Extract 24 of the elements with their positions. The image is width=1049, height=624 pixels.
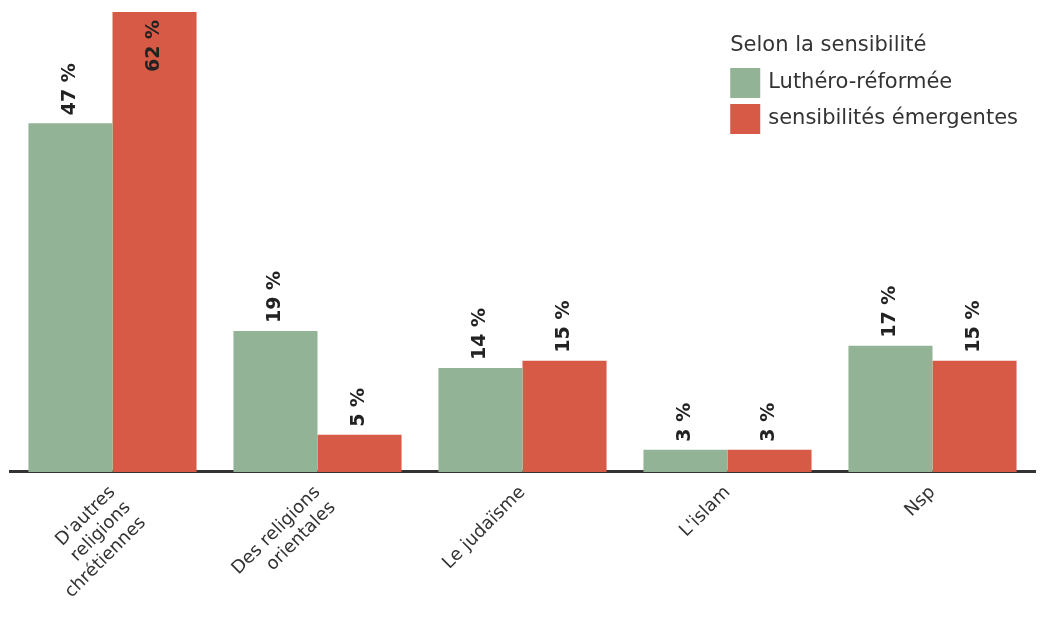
data-label: 3 % — [756, 402, 779, 442]
bar — [727, 449, 812, 472]
bar — [438, 368, 523, 472]
data-label: 5 % — [346, 387, 369, 427]
legend-title: Selon la sensibilité — [730, 32, 927, 57]
legend-label: sensibilités émergentes — [768, 105, 1018, 130]
bar — [233, 330, 318, 472]
data-label: 19 % — [262, 270, 285, 323]
data-label: 47 % — [57, 63, 80, 116]
data-label: 14 % — [467, 307, 490, 361]
bar — [848, 345, 933, 472]
bar — [643, 449, 728, 472]
data-label: 15 % — [961, 300, 984, 353]
data-label: 17 % — [877, 285, 900, 338]
bar — [28, 123, 113, 472]
bar — [112, 12, 197, 472]
x-tick-label: Nsp — [899, 480, 939, 520]
data-label: 15 % — [551, 300, 574, 353]
bar — [522, 360, 607, 472]
legend-label: Luthéro-réformée — [768, 69, 953, 94]
bar — [932, 360, 1017, 472]
data-label: 62 % — [141, 20, 164, 73]
data-label: 3 % — [672, 402, 695, 442]
bar — [317, 434, 402, 472]
